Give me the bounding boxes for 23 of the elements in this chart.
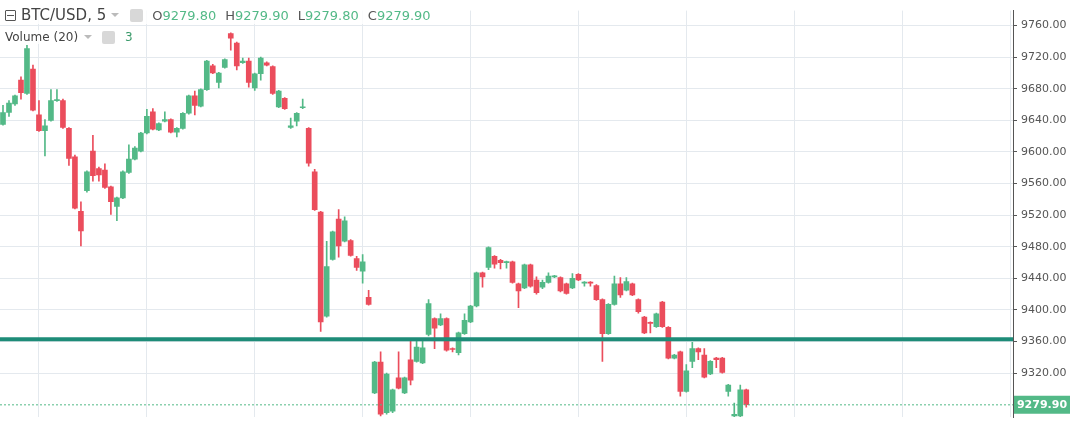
annotation: Volume (20) [5, 30, 79, 44]
annotation: C9279.90 [367, 7, 431, 23]
y-tick-label: 9520.00 [1021, 208, 1067, 222]
annotation: L9279.80 [297, 7, 359, 23]
y-tick-label: 9440.00 [1021, 271, 1067, 285]
annotation: 3 [125, 30, 133, 44]
candlestick [287, 117, 294, 129]
y-tick-label: 9320.00 [1021, 366, 1067, 380]
y-tick-label: 9360.00 [1021, 334, 1067, 348]
y-tick-label: 9560.00 [1021, 176, 1067, 190]
y-tick-label: 9600.00 [1021, 144, 1067, 158]
y-tick-label: 9680.00 [1021, 81, 1067, 95]
candlestick [42, 119, 48, 157]
annotation: H9279.90 [225, 7, 289, 23]
candlestick [299, 98, 306, 109]
y-tick-label: 9760.00 [1021, 18, 1067, 32]
y-tick-label: 9640.00 [1021, 113, 1067, 127]
annotation: O9279.80 [152, 7, 217, 23]
chart-title: BTC/USD, 5 [21, 6, 107, 24]
y-tick-label: 9720.00 [1021, 50, 1067, 64]
y-tick-label: 9400.00 [1021, 302, 1067, 316]
y-tick-label: 9480.00 [1021, 239, 1067, 253]
ref-line-label: 9279.90 [1016, 397, 1068, 411]
